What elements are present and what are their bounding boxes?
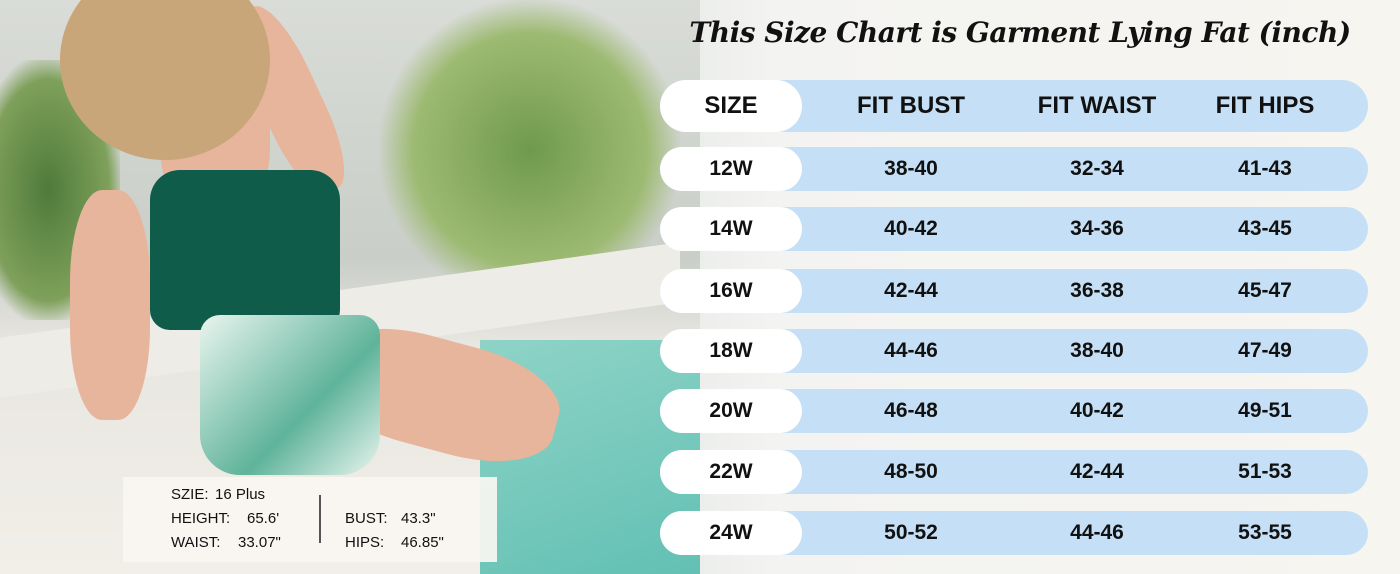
cell-fit-bust: 42-44 (884, 279, 938, 302)
cell-fit-hips: 51-53 (1238, 460, 1292, 483)
size-pill (660, 269, 802, 313)
cell-size: 14W (709, 217, 753, 240)
cell-fit-bust: 50-52 (884, 521, 938, 544)
size-table-row: 22W 48-50 42-44 51-53 (660, 450, 1368, 494)
cell-fit-bust: 40-42 (884, 217, 938, 240)
size-label: SZIE: (171, 486, 209, 503)
size-value: 16 Plus (215, 486, 266, 503)
cell-fit-waist: 40-42 (1070, 399, 1124, 422)
cell-size: 16W (709, 279, 753, 302)
cell-fit-hips: 47-49 (1238, 339, 1292, 362)
size-pill (660, 389, 802, 433)
bust-value: 43.3" (401, 510, 436, 527)
size-pill (660, 207, 802, 251)
cell-size: 22W (709, 460, 753, 483)
model-photo (0, 0, 700, 574)
cell-fit-hips: 53-55 (1238, 521, 1292, 544)
sun-hat (60, 0, 270, 160)
size-table-row: 24W 50-52 44-46 53-55 (660, 511, 1368, 555)
cell-size: 24W (709, 521, 753, 544)
hips-value: 46.85" (401, 534, 444, 551)
size-table-row: 14W 40-42 34-36 43-45 (660, 207, 1368, 251)
cell-fit-waist: 32-34 (1070, 157, 1124, 180)
cell-size: 20W (709, 399, 753, 422)
size-pill (660, 450, 802, 494)
model-info-box: SZIE: 16 Plus HEIGHT: 65.6' WAIST: 33.07… (123, 477, 497, 562)
size-pill (660, 147, 802, 191)
height-value: 65.6' (247, 510, 280, 527)
cell-fit-hips: 41-43 (1238, 157, 1292, 180)
info-divider (319, 495, 321, 543)
size-table-row: 18W 44-46 38-40 47-49 (660, 329, 1368, 373)
cell-size: 18W (709, 339, 753, 362)
size-pill (660, 511, 802, 555)
size-table-row: 20W 46-48 40-42 49-51 (660, 389, 1368, 433)
cell-fit-waist: 42-44 (1070, 460, 1124, 483)
bust-label: BUST: (345, 510, 388, 527)
size-table-header: SIZE FIT BUST FIT WAIST FIT HIPS (660, 80, 1368, 132)
cell-fit-waist: 34-36 (1070, 217, 1124, 240)
waist-value: 33.07" (238, 534, 281, 551)
cell-size: 12W (709, 157, 753, 180)
bikini-top (150, 170, 340, 330)
bikini-bottom (200, 315, 380, 475)
header-fit-waist: FIT WAIST (1037, 92, 1157, 119)
cell-fit-waist: 36-38 (1070, 279, 1124, 302)
size-chart-title: This Size Chart is Garment Lying Fat (in… (689, 16, 1351, 49)
cell-fit-waist: 38-40 (1070, 339, 1124, 362)
size-pill (660, 329, 802, 373)
size-table-row: 16W 42-44 36-38 45-47 (660, 269, 1368, 313)
cell-fit-hips: 49-51 (1238, 399, 1292, 422)
size-table-row: 12W 38-40 32-34 41-43 (660, 147, 1368, 191)
waist-label: WAIST: (171, 534, 221, 551)
cell-fit-bust: 44-46 (884, 339, 938, 362)
cell-fit-hips: 45-47 (1238, 279, 1292, 302)
cell-fit-bust: 48-50 (884, 460, 938, 483)
cell-fit-hips: 43-45 (1238, 217, 1292, 240)
hips-label: HIPS: (345, 534, 385, 551)
header-fit-bust: FIT BUST (857, 92, 965, 119)
cell-fit-bust: 46-48 (884, 399, 938, 422)
height-label: HEIGHT: (171, 510, 231, 527)
size-pill (660, 80, 802, 132)
header-fit-hips: FIT HIPS (1215, 92, 1315, 119)
header-size: SIZE (704, 92, 758, 119)
cell-fit-waist: 44-46 (1070, 521, 1124, 544)
cell-fit-bust: 38-40 (884, 157, 938, 180)
